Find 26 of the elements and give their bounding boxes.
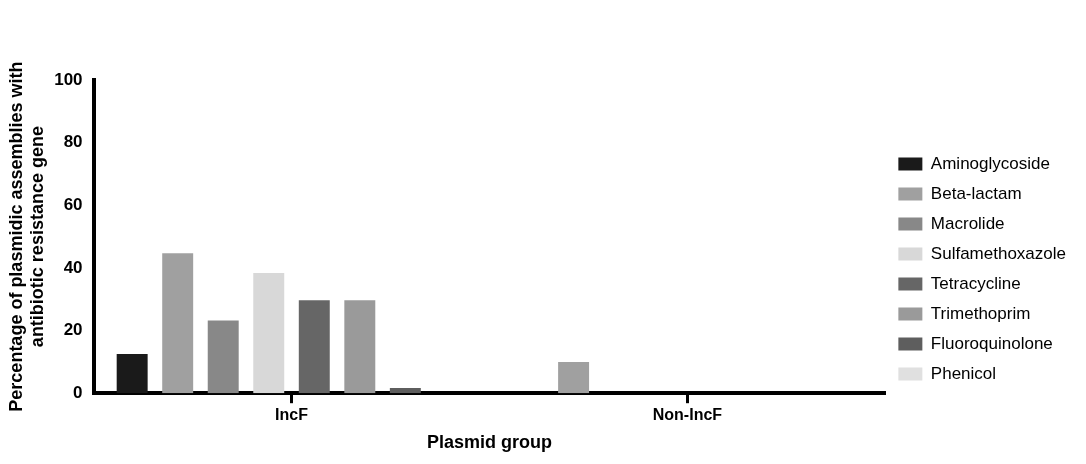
bar [344,300,376,394]
y-tick-label: 80 [63,132,83,152]
y-tick-label: 60 [63,194,83,214]
y-tick-label: 20 [63,320,83,340]
legend-label: Macrolide [930,213,1005,233]
x-tick-label: IncF [275,406,309,424]
bar [298,300,330,394]
legend-label: Tetracycline [930,273,1021,293]
legend-label: Trimethoprim [930,303,1031,323]
y-tick-label: 100 [54,69,83,89]
bar [162,253,194,394]
y-axis-title: Percentage of plasmidic assemblies with antibiotic resistance gene [5,61,48,412]
legend-label: Phenicol [930,363,997,383]
x-tick-label: Non-IncF [652,406,723,424]
legend-label: Fluoroquinolone [930,333,1053,353]
bar [207,320,239,394]
x-axis-title: Plasmid group [426,432,552,453]
legend-label: Beta-lactam [930,183,1022,203]
bar [558,361,590,394]
bar [389,387,421,394]
bar [116,354,148,394]
y-tick-label: 40 [63,257,83,277]
bar [253,272,285,394]
legend-label: Aminoglycoside [930,153,1050,173]
legend-label: Sulfamethoxazole [930,243,1066,263]
y-tick-label: 0 [73,382,83,402]
